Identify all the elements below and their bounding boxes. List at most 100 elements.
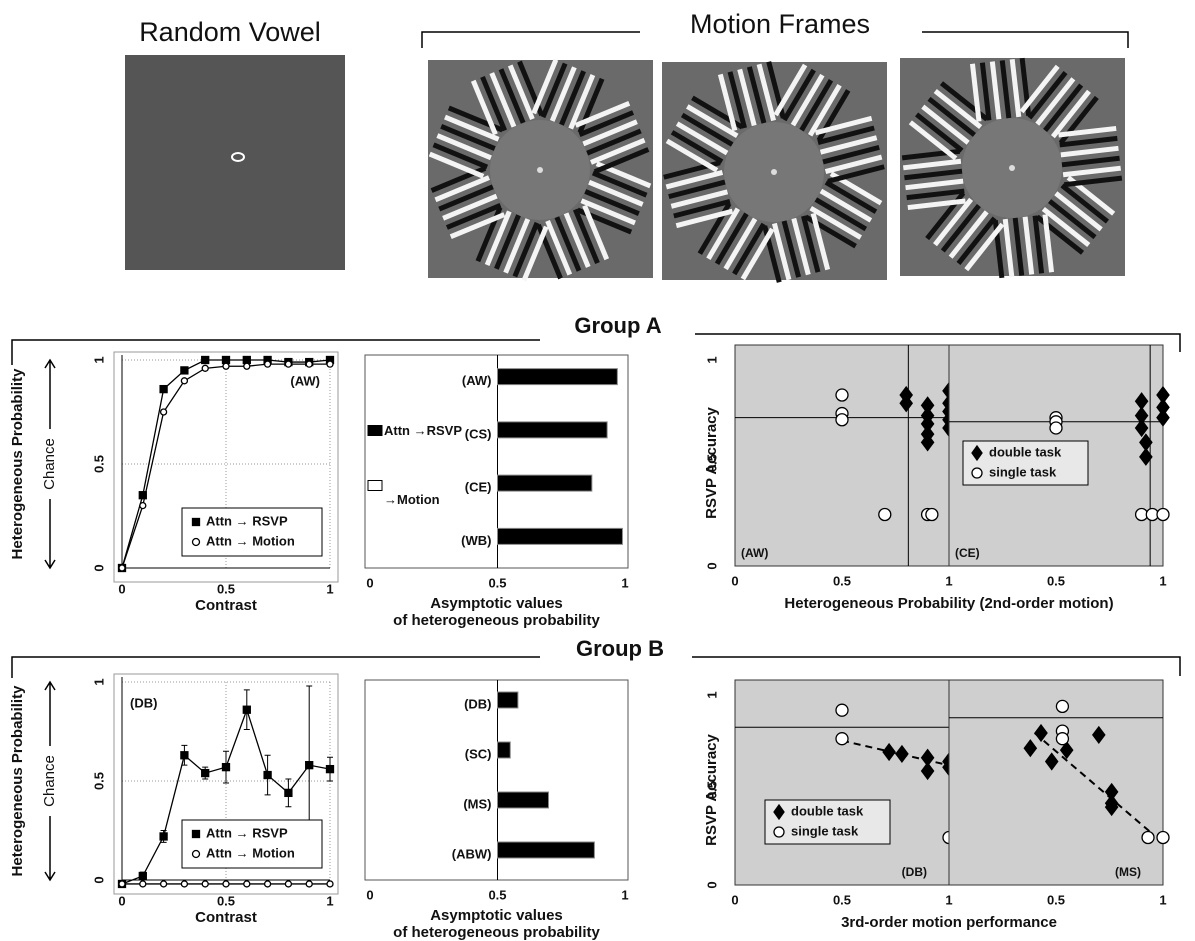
frame-dot	[1009, 165, 1015, 171]
left-title: Random Vowel	[139, 17, 321, 47]
marker	[1050, 422, 1062, 434]
annotation: (DB)	[130, 695, 157, 710]
marker	[181, 881, 187, 887]
marker	[306, 881, 312, 887]
x-tick-label: 1	[1159, 892, 1166, 907]
marker	[243, 357, 250, 364]
x-tick-label: 0	[118, 893, 125, 908]
y-axis-label: Heterogeneous Probability	[9, 685, 26, 877]
x-axis-label: of heterogeneous probability	[393, 924, 600, 941]
marker	[223, 881, 229, 887]
y-tick-label: 0	[704, 562, 719, 569]
y-tick-label: 1	[91, 678, 106, 685]
marker	[140, 503, 146, 509]
marker	[879, 509, 891, 521]
legend-label: Attn → RSVP	[206, 825, 288, 840]
legend-swatch	[368, 426, 382, 436]
y-tick-label: 1	[91, 356, 106, 363]
side-label: Chance	[41, 438, 58, 490]
x-tick-label: 0.5	[833, 892, 851, 907]
y-tick-label: 1	[704, 691, 719, 698]
vowel-image	[125, 55, 345, 270]
y-axis-label: RSVP Accuracy	[703, 733, 720, 845]
marker	[1157, 509, 1169, 521]
marker	[202, 770, 209, 777]
bar	[498, 528, 623, 544]
panel-label: (CE)	[955, 546, 980, 560]
marker	[836, 414, 848, 426]
marker	[243, 706, 250, 713]
marker	[1157, 832, 1169, 844]
marker	[193, 539, 200, 546]
x-tick-label: 1	[326, 581, 333, 596]
marker	[265, 881, 271, 887]
x-tick-label: 0	[731, 573, 738, 588]
marker	[202, 357, 209, 364]
right-title: Motion Frames	[690, 9, 870, 39]
legend-label: Attn → Motion	[206, 845, 295, 860]
marker	[306, 361, 312, 367]
x-tick-label: 1	[326, 893, 333, 908]
x-tick-label: 1	[1159, 573, 1166, 588]
marker	[139, 873, 146, 880]
marker	[285, 361, 291, 367]
panel	[949, 680, 1163, 885]
marker	[193, 851, 200, 858]
x-tick-label: 0.5	[217, 581, 235, 596]
category-label: (MS)	[463, 796, 491, 811]
x-axis-label: Contrast	[195, 597, 257, 614]
panel-label: (DB)	[902, 865, 927, 879]
marker	[327, 361, 333, 367]
x-tick-label: 0.5	[1047, 892, 1065, 907]
legend-label: →Motion	[384, 492, 440, 507]
group-label: Group A	[574, 313, 661, 338]
marker	[181, 752, 188, 759]
legend-label: single task	[989, 464, 1057, 479]
y-axis-label: RSVP Accuracy	[703, 406, 720, 518]
marker	[223, 363, 229, 369]
x-axis-label: Heterogeneous Probability (2nd-order mot…	[784, 595, 1113, 612]
x-tick-label: 0.5	[1047, 573, 1065, 588]
marker	[181, 378, 187, 384]
legend-label: Attn → Motion	[206, 533, 295, 548]
annotation: (AW)	[290, 373, 320, 388]
marker	[306, 762, 313, 769]
y-tick-label: 0	[91, 876, 106, 883]
category-label: (ABW)	[452, 846, 492, 861]
bar	[498, 842, 595, 858]
y-tick-label: 0	[91, 564, 106, 571]
marker	[223, 357, 230, 364]
marker	[1056, 733, 1068, 745]
x-axis-label: of heterogeneous probability	[393, 612, 600, 629]
marker	[327, 766, 334, 773]
bar	[498, 792, 549, 808]
marker	[327, 881, 333, 887]
marker	[119, 881, 125, 887]
bar	[498, 422, 608, 438]
category-label: (WB)	[461, 533, 491, 548]
y-tick-label: 0	[704, 881, 719, 888]
marker	[244, 881, 250, 887]
bar	[498, 742, 511, 758]
x-tick-label: 0	[366, 575, 373, 590]
legend-label: single task	[791, 823, 859, 838]
marker	[265, 361, 271, 367]
bar	[498, 692, 518, 708]
panel	[735, 345, 949, 566]
marker	[774, 827, 784, 837]
panel-label: (MS)	[1115, 865, 1141, 879]
x-tick-label: 0.5	[488, 887, 506, 902]
marker	[140, 881, 146, 887]
x-tick-label: 1	[945, 573, 952, 588]
marker	[193, 519, 200, 526]
marker	[1142, 832, 1154, 844]
category-label: (CS)	[465, 426, 492, 441]
x-axis-label: Asymptotic values	[430, 595, 563, 612]
category-label: (AW)	[462, 373, 492, 388]
marker	[202, 365, 208, 371]
x-axis-label: Contrast	[195, 909, 257, 926]
marker	[160, 386, 167, 393]
y-tick-label: 1	[704, 356, 719, 363]
frame-dot	[771, 169, 777, 175]
marker	[926, 509, 938, 521]
